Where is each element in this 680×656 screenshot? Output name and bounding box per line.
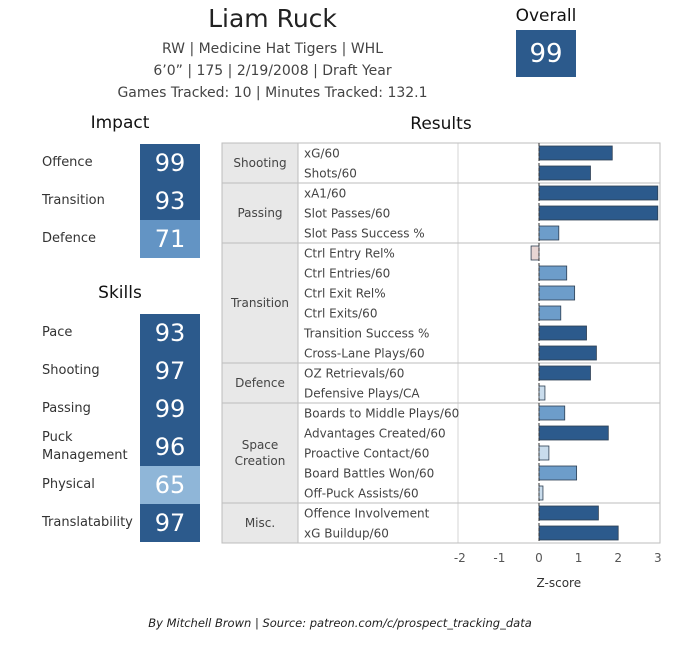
metric-label: Ctrl Entry Rel% xyxy=(304,247,395,261)
skill-score: 65 xyxy=(140,466,200,504)
impact-label: Transition xyxy=(42,193,105,208)
bar xyxy=(538,365,591,381)
x-tick-label: -2 xyxy=(454,551,466,565)
footer-credit: By Mitchell Brown | Source: patreon.com/… xyxy=(148,616,532,630)
bar xyxy=(538,165,591,181)
skill-score: 93 xyxy=(140,314,200,352)
metric-label: Proactive Contact/60 xyxy=(304,447,429,461)
bar xyxy=(538,225,560,241)
bar xyxy=(538,405,566,421)
impact-score: 99 xyxy=(140,144,200,182)
skill-label: Pace xyxy=(42,325,73,340)
group-label: Misc. xyxy=(245,516,275,530)
group-label: Shooting xyxy=(233,156,286,170)
player-name: Liam Ruck xyxy=(208,4,337,33)
impact-label: Offence xyxy=(42,155,93,170)
chart-title: Results xyxy=(410,114,472,134)
chart-frame xyxy=(221,142,661,544)
impact-score: 71 xyxy=(140,220,200,258)
metric-label: Cross-Lane Plays/60 xyxy=(304,347,425,361)
bar xyxy=(538,305,562,321)
group-label-column xyxy=(222,143,298,543)
skill-label: Puck Management xyxy=(42,430,128,463)
results-chart: Results Shooting xG/60 Shots/60 Passing xA1/6… xyxy=(221,114,662,590)
bar xyxy=(538,385,546,401)
metric-label: xA1/60 xyxy=(304,187,346,201)
bar xyxy=(538,345,597,361)
skill-score: 99 xyxy=(140,390,200,428)
metric-label: Offence Involvement xyxy=(304,507,430,521)
metric-label: Shots/60 xyxy=(304,167,357,181)
player-bio-line: RW | Medicine Hat Tigers | WHL xyxy=(161,41,383,57)
skill-label: Translatability xyxy=(42,515,133,530)
skill-score: 96 xyxy=(140,428,200,466)
metric-label: OZ Retrievals/60 xyxy=(304,367,404,381)
skill-score: 97 xyxy=(140,504,200,542)
bar xyxy=(538,425,609,441)
metric-label: Board Battles Won/60 xyxy=(304,467,434,481)
overall-label: Overall xyxy=(515,6,577,26)
x-tick-label: 1 xyxy=(575,551,583,565)
skills-title: Skills xyxy=(98,283,142,303)
metric-label: Slot Passes/60 xyxy=(304,207,390,221)
bar xyxy=(538,445,550,461)
group-label: Transition xyxy=(230,296,289,310)
metric-label: Boards to Middle Plays/60 xyxy=(304,407,459,421)
metric-label: Ctrl Entries/60 xyxy=(304,267,390,281)
skill-label: Passing xyxy=(42,401,91,416)
metric-label: Transition Success % xyxy=(303,327,429,341)
bar xyxy=(538,205,659,221)
player-measurements-line: 6’0” | 175 | 2/19/2008 | Draft Year xyxy=(153,63,392,79)
overall-score: 99 xyxy=(516,30,576,77)
impact-title: Impact xyxy=(90,113,150,133)
bar xyxy=(530,245,540,261)
group-label: Space Creation xyxy=(235,438,286,468)
metric-label: Off-Puck Assists/60 xyxy=(304,487,419,501)
bar xyxy=(538,325,587,341)
tracking-summary-line: Games Tracked: 10 | Minutes Tracked: 132… xyxy=(117,85,428,101)
bar xyxy=(538,265,568,281)
skill-label: Shooting xyxy=(42,363,100,378)
group-label: Passing xyxy=(237,206,282,220)
metric-label: Ctrl Exits/60 xyxy=(304,307,377,321)
metric-label: Slot Pass Success % xyxy=(304,227,425,241)
skill-label: Physical xyxy=(42,477,95,492)
skill-score: 97 xyxy=(140,352,200,390)
x-tick-label: -1 xyxy=(493,551,505,565)
metric-label: Ctrl Exit Rel% xyxy=(304,287,386,301)
bar xyxy=(538,285,576,301)
bar xyxy=(538,185,659,201)
metric-label: xG/60 xyxy=(304,147,340,161)
x-tick-label: 2 xyxy=(614,551,622,565)
metric-label: Defensive Plays/CA xyxy=(304,387,420,401)
metric-label: xG Buildup/60 xyxy=(304,527,389,541)
bar xyxy=(538,505,599,521)
bar xyxy=(538,525,619,541)
bar xyxy=(538,145,613,161)
x-tick-label: 3 xyxy=(654,551,662,565)
impact-label: Defence xyxy=(42,231,96,246)
impact-score: 93 xyxy=(140,182,200,220)
x-tick-label: 0 xyxy=(535,551,543,565)
x-axis-label: Z-score xyxy=(537,576,582,590)
metric-label: Advantages Created/60 xyxy=(304,427,446,441)
bar xyxy=(538,485,544,501)
group-label: Defence xyxy=(235,376,285,390)
bar xyxy=(538,465,578,481)
